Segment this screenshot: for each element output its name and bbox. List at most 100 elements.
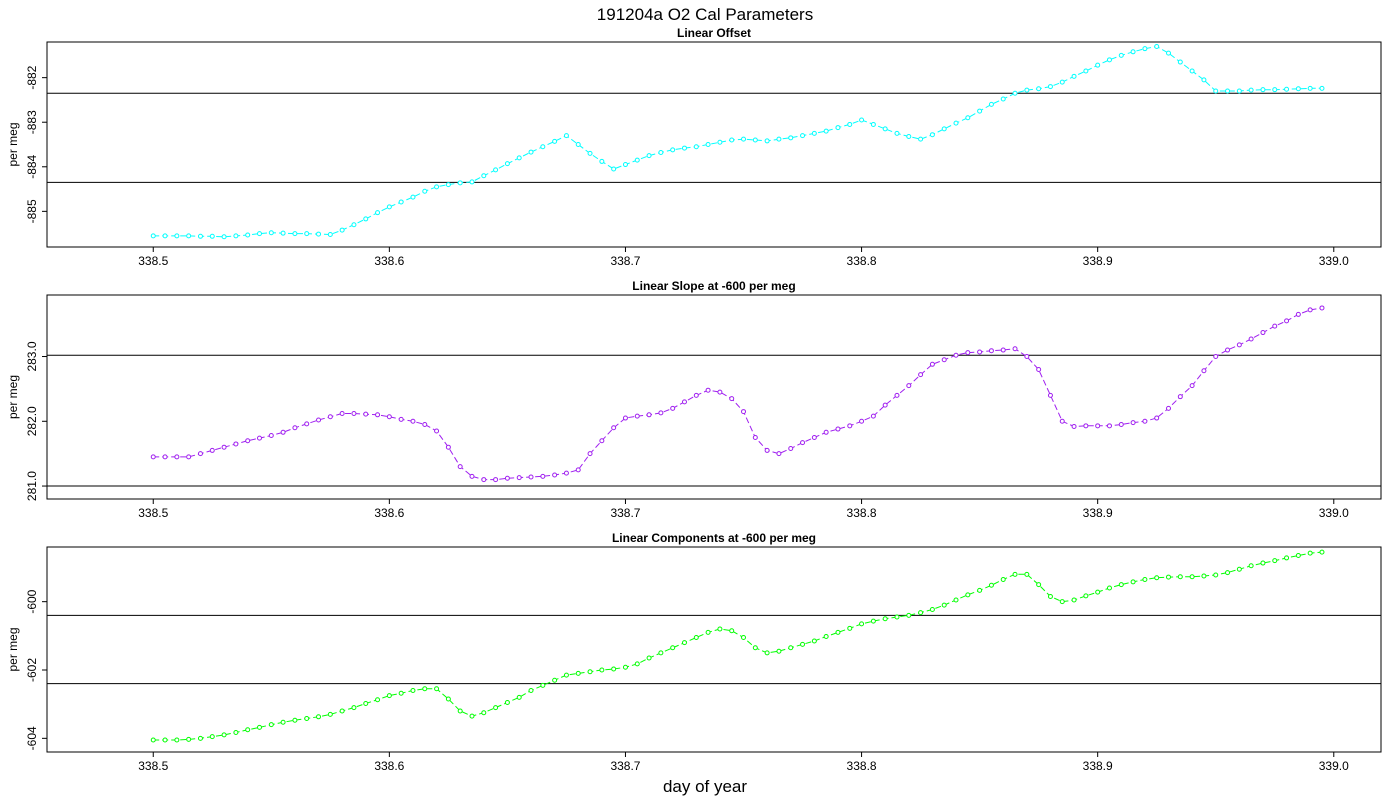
data-point <box>280 719 286 725</box>
x-tick-label: 338.6 <box>374 506 404 520</box>
data-point <box>611 166 617 172</box>
data-point <box>422 188 428 194</box>
data-point <box>327 232 333 238</box>
data-point <box>823 634 829 640</box>
data-point <box>870 413 876 419</box>
data-point <box>1071 73 1077 79</box>
data-point <box>776 648 782 654</box>
data-point <box>552 472 558 478</box>
x-tick-label: 338.8 <box>847 759 877 773</box>
data-point <box>800 641 806 647</box>
x-tick-label: 338.5 <box>138 254 168 268</box>
data-point <box>929 607 935 613</box>
data-point <box>929 361 935 367</box>
data-point <box>233 233 239 239</box>
data-point <box>611 425 617 431</box>
data-point <box>717 139 723 145</box>
y-tick-label: 283.0 <box>25 341 39 371</box>
data-point <box>929 132 935 138</box>
data-point <box>729 396 735 402</box>
plot-frame <box>46 294 1382 500</box>
data-point <box>670 645 676 651</box>
data-point <box>988 101 994 107</box>
data-point <box>1295 311 1301 317</box>
x-tick-label: 338.7 <box>610 506 640 520</box>
data-point <box>882 126 888 132</box>
data-point <box>256 231 262 237</box>
data-point <box>1177 59 1183 65</box>
data-point <box>717 389 723 395</box>
y-tick-label: -883 <box>25 110 39 134</box>
y-tick-label: -884 <box>25 154 39 178</box>
data-point <box>741 136 747 142</box>
plot-frame <box>46 546 1382 753</box>
data-point <box>563 470 569 476</box>
data-point <box>823 429 829 435</box>
data-point <box>197 451 203 457</box>
data-point <box>835 125 841 131</box>
data-point <box>1024 87 1030 93</box>
data-point <box>941 357 947 363</box>
x-tick-label: 338.7 <box>610 254 640 268</box>
data-point <box>1201 77 1207 83</box>
data-point <box>422 686 428 692</box>
data-point <box>599 667 605 673</box>
data-point <box>221 444 227 450</box>
data-point <box>268 230 274 236</box>
data-point <box>681 399 687 405</box>
data-point <box>363 700 369 706</box>
data-point <box>1260 330 1266 336</box>
data-point <box>1319 305 1325 311</box>
x-tick-label: 338.8 <box>847 254 877 268</box>
data-point <box>504 161 510 167</box>
data-point <box>1166 50 1172 56</box>
data-point <box>1118 422 1124 428</box>
data-point <box>681 640 687 646</box>
data-point <box>894 392 900 398</box>
data-point <box>186 454 192 460</box>
data-point <box>469 713 475 719</box>
data-point <box>363 216 369 222</box>
data-point <box>1201 573 1207 579</box>
data-point <box>764 650 770 656</box>
data-point <box>1166 405 1172 411</box>
data-point <box>681 145 687 151</box>
x-tick-label: 338.5 <box>138 506 168 520</box>
data-point <box>1012 346 1018 352</box>
data-point <box>327 711 333 717</box>
data-point <box>434 184 440 190</box>
data-point <box>528 149 534 155</box>
data-point <box>870 618 876 624</box>
data-point <box>434 686 440 692</box>
data-point <box>316 417 322 423</box>
data-point <box>563 133 569 139</box>
data-point <box>150 233 156 239</box>
data-point <box>1189 383 1195 389</box>
data-point <box>504 475 510 481</box>
data-point <box>1248 87 1254 93</box>
y-tick-label: 282.0 <box>25 406 39 436</box>
data-point <box>504 699 510 705</box>
data-point <box>1047 594 1053 600</box>
data-point <box>268 722 274 728</box>
data-point <box>1236 342 1242 348</box>
data-point <box>764 138 770 144</box>
data-point <box>752 137 758 143</box>
data-point <box>528 474 534 480</box>
x-axis-title: day of year <box>663 777 747 796</box>
y-tick-label: -885 <box>25 199 39 223</box>
data-point <box>280 230 286 236</box>
data-point <box>1189 68 1195 74</box>
data-point <box>811 638 817 644</box>
data-point <box>882 616 888 622</box>
x-tick-label: 338.6 <box>374 759 404 773</box>
x-tick-label: 338.9 <box>1083 254 1113 268</box>
data-point <box>811 434 817 440</box>
data-point <box>729 137 735 143</box>
data-point <box>481 477 487 483</box>
data-point <box>717 626 723 632</box>
data-point <box>1095 62 1101 68</box>
data-point <box>162 454 168 460</box>
x-tick-label: 338.9 <box>1083 506 1113 520</box>
